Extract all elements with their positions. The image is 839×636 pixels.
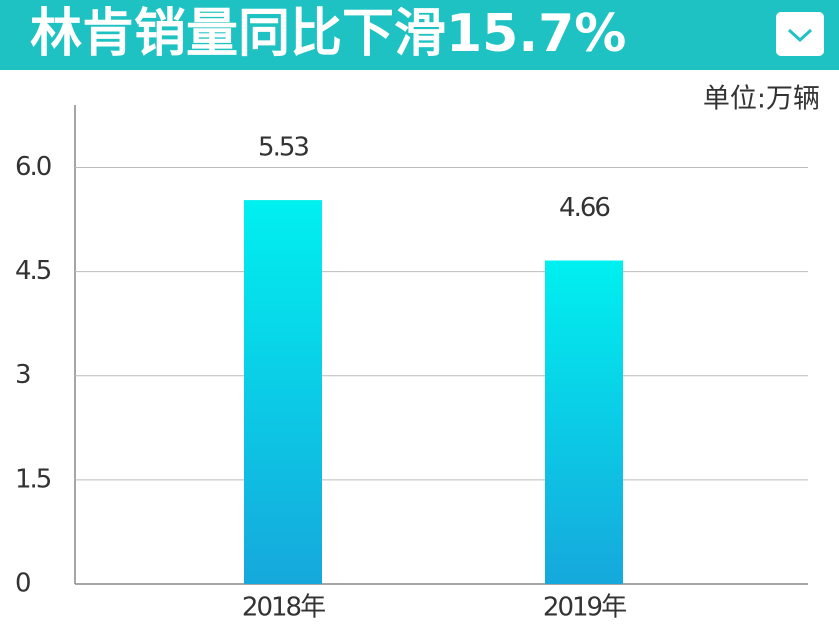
chart-title: 林肯销量同比下滑15.7%	[30, 4, 626, 64]
bar	[545, 260, 623, 584]
y-tick-label: 1.5	[15, 464, 51, 494]
header-band	[0, 0, 839, 70]
x-tick-label: 2018年	[242, 593, 325, 623]
value-label: 5.53	[258, 133, 308, 163]
y-tick-label: 6.0	[15, 152, 51, 182]
y-tick-label: 3	[15, 360, 30, 390]
value-label: 4.66	[559, 193, 609, 223]
dropdown-button[interactable]	[776, 12, 824, 56]
y-tick-label: 0	[15, 569, 30, 599]
bar	[244, 200, 322, 584]
y-tick-label: 4.5	[15, 256, 51, 286]
x-tick-label: 2019年	[543, 593, 626, 623]
unit-label: 单位:万辆	[703, 84, 820, 115]
